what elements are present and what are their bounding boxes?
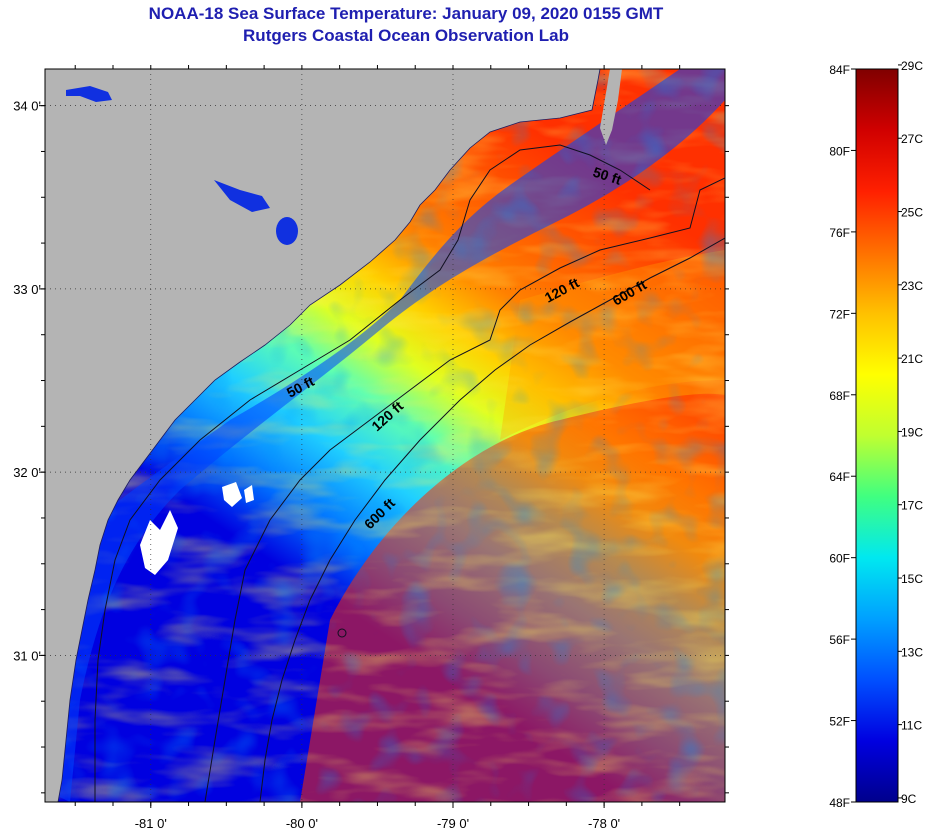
inland-water (276, 217, 298, 245)
contour-ring (337, 628, 347, 638)
map-frame (44, 68, 726, 803)
lon-tick-label: -81 0' (135, 816, 167, 831)
lon-tick-label: -78 0' (588, 816, 620, 831)
coastline (57, 69, 601, 802)
lat-tick-label: 33 0' (13, 282, 41, 297)
lat-tick-label: 32 0' (13, 465, 41, 480)
land-area (45, 69, 600, 802)
cloud-patch (140, 482, 254, 575)
chart-title: NOAA-18 Sea Surface Temperature: January… (148, 4, 664, 23)
lat-tick-label: 34 0' (13, 99, 41, 114)
contour-120ft (204, 177, 725, 802)
contour-50ft (94, 144, 651, 802)
chart-subtitle: Rutgers Coastal Ocean Observation Lab (243, 26, 569, 45)
lon-tick-label: -79 0' (437, 816, 469, 831)
contour-600ft (259, 237, 725, 802)
lat-tick-label: 31 0' (13, 648, 41, 663)
land-area-cape (600, 69, 622, 145)
inland-water (214, 180, 270, 212)
lon-tick-label: -80 0' (286, 816, 318, 831)
inland-water (66, 86, 112, 102)
